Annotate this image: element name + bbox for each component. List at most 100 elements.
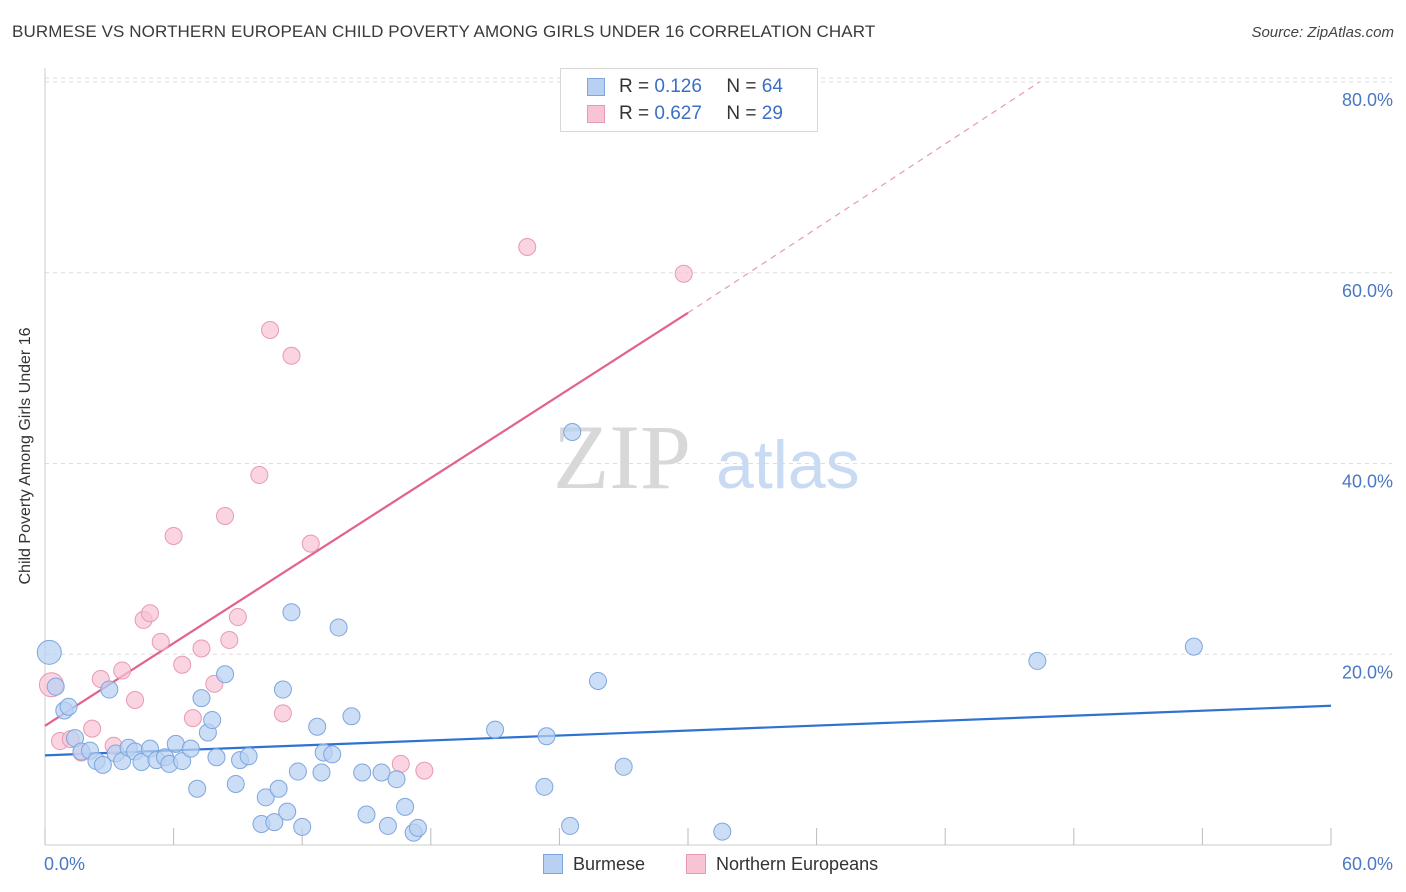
burmese-point: [387, 770, 406, 789]
burmese-point: [293, 817, 312, 836]
burmese-point: [614, 757, 633, 776]
northern-europeans-point: [192, 639, 211, 658]
burmese-point: [408, 818, 427, 837]
n-label: N =: [726, 103, 757, 124]
northern-europeans-point: [173, 655, 192, 674]
burmese-point: [312, 763, 331, 782]
burmese-point: [269, 779, 288, 798]
legend-row-burmese: R = 0.126 N = 64: [587, 76, 783, 98]
n-value: 29: [761, 103, 783, 124]
series-label: Burmese: [573, 853, 646, 874]
burmese-point: [36, 639, 62, 665]
burmese-point: [226, 774, 245, 793]
watermark-atlas: atlas: [716, 427, 860, 503]
burmese-point: [59, 697, 78, 716]
burmese-point: [166, 734, 185, 753]
burmese-point: [561, 816, 580, 835]
data-points: [36, 237, 1203, 842]
correlation-legend: R = 0.126 N = 64 R = 0.627 N = 29: [560, 68, 818, 132]
watermark: ZIP atlas: [553, 406, 860, 508]
chart-title: BURMESE VS NORTHERN EUROPEAN CHILD POVER…: [12, 22, 876, 41]
northern-europeans-point: [415, 761, 434, 780]
burmese-point: [93, 755, 112, 774]
northern-europeans-trend-extension: [687, 81, 1040, 314]
northern-europeans-point: [151, 632, 170, 651]
burmese-point: [173, 752, 192, 771]
burmese-point: [282, 603, 301, 622]
burmese-point: [357, 805, 376, 824]
burmese-swatch: [543, 854, 563, 874]
northern-europeans-point: [83, 719, 102, 738]
y-tick-label: 60.0%: [1342, 281, 1393, 301]
northern-europeans-swatch: [686, 854, 706, 874]
burmese-point: [323, 745, 342, 764]
tick-labels: 20.0% 40.0% 60.0% 80.0% 0.0% 60.0%: [44, 90, 1393, 874]
northern-europeans-point: [183, 709, 202, 728]
burmese-point: [288, 762, 307, 781]
burmese-point: [329, 618, 348, 637]
northern-europeans-point: [250, 465, 269, 484]
r-label: R =: [619, 103, 650, 124]
northern-europeans-point: [282, 346, 301, 365]
r-value: 0.627: [654, 103, 702, 124]
burmese-point: [1184, 637, 1203, 656]
burmese-point: [188, 779, 207, 798]
n-value: 64: [761, 76, 783, 97]
northern-europeans-point: [518, 237, 537, 256]
burmese-point: [216, 665, 235, 684]
northern-europeans-trend-line: [44, 311, 689, 727]
burmese-point: [308, 717, 327, 736]
burmese-point: [203, 711, 222, 730]
burmese-trend-line: [44, 704, 1332, 757]
burmese-point: [239, 747, 258, 766]
y-tick-label: 20.0%: [1342, 662, 1393, 682]
watermark-zip: ZIP: [553, 406, 691, 508]
burmese-point: [342, 707, 361, 726]
burmese-point: [537, 727, 556, 746]
burmese-point: [256, 788, 275, 807]
burmese-point: [396, 797, 415, 816]
northern-europeans-point: [674, 264, 693, 283]
burmese-point: [265, 813, 284, 832]
burmese-point: [192, 689, 211, 708]
northern-europeans-point: [126, 691, 145, 710]
r-label: R =: [619, 76, 650, 97]
burmese-point: [535, 777, 554, 796]
burmese-point: [713, 822, 732, 841]
series-legend-burmese[interactable]: Burmese: [543, 852, 645, 876]
series-label: Northern Europeans: [716, 853, 879, 874]
northern-europeans-point: [391, 754, 410, 773]
y-tick-label: 40.0%: [1342, 472, 1393, 492]
burmese-point: [181, 739, 200, 758]
series-legend-northern-europeans[interactable]: Northern Europeans: [686, 852, 878, 876]
r-value: 0.126: [654, 76, 702, 97]
northern-europeans-point: [216, 506, 235, 525]
burmese-point: [278, 802, 297, 821]
northern-europeans-swatch: [587, 105, 605, 123]
trend-lines: [44, 81, 1332, 757]
burmese-point: [588, 671, 607, 690]
northern-europeans-point: [261, 320, 280, 339]
burmese-point: [486, 720, 505, 739]
northern-europeans-point: [164, 526, 183, 545]
gridlines: [45, 77, 1392, 655]
burmese-point: [273, 680, 292, 699]
burmese-point: [100, 680, 119, 699]
burmese-point: [563, 423, 582, 442]
source-credit: Source: ZipAtlas.com: [1251, 24, 1394, 41]
northern-europeans-point: [228, 608, 247, 627]
burmese-point: [1028, 651, 1047, 670]
x-tick-label: 60.0%: [1342, 854, 1393, 874]
northern-europeans-point: [141, 604, 160, 623]
burmese-point: [353, 763, 372, 782]
burmese-point: [372, 763, 391, 782]
n-label: N =: [726, 76, 757, 97]
northern-europeans-point: [273, 704, 292, 723]
northern-europeans-point: [301, 534, 320, 553]
burmese-swatch: [587, 78, 605, 96]
x-tick-label: 0.0%: [44, 854, 85, 874]
burmese-point: [378, 816, 397, 835]
legend-row-northern-europeans: R = 0.627 N = 29: [587, 103, 783, 125]
northern-europeans-point: [113, 661, 132, 680]
